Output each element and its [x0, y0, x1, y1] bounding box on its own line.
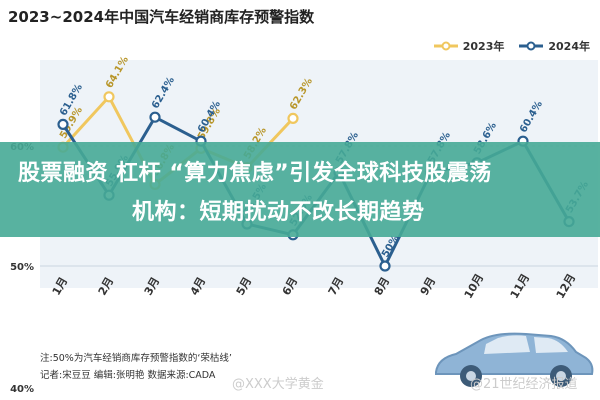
banner-subheadline[interactable]: 机构：短期扰动不改长期趋势 [132, 200, 425, 225]
legend-swatch-2023 [433, 41, 458, 51]
watermark-left: @XXX大学黄金 [232, 377, 324, 392]
note-credits: 记者:宋豆豆 编辑:张明艳 数据来源:CADA [40, 370, 216, 381]
chart-title: 2023~2024年中国汽车经销商库存预警指数 [8, 8, 315, 26]
legend-item-2023: 2023年 [433, 38, 505, 54]
legend-swatch-2024 [519, 41, 544, 51]
banner-headline[interactable]: 股票融资 杠杆 “算力焦虑”引发全球科技股震荡 [18, 161, 492, 186]
data-point [103, 91, 115, 103]
y-tick-label: 40% [10, 384, 34, 395]
note-threshold: 注:50%为汽车经销商库存预警指数的‘荣枯线’ [40, 353, 232, 364]
news-banner[interactable]: 股票融资 杠杆 “算力焦虑”引发全球科技股震荡 机构：短期扰动不改长期趋势 [0, 142, 600, 237]
data-point [287, 112, 299, 125]
data-point [57, 118, 69, 131]
legend-label-2023: 2023年 [462, 40, 505, 53]
chart-notes: 注:50%为汽车经销商库存预警指数的‘荣枯线’ 记者:宋豆豆 编辑:张明艳 数据… [40, 350, 232, 384]
watermark-right: @21世纪经济报道 [470, 377, 578, 392]
data-point [379, 260, 391, 272]
data-point [149, 111, 161, 123]
legend: 2023年 2024年 [433, 38, 590, 54]
y-tick-label: 50% [10, 262, 34, 273]
legend-item-2024: 2024年 [518, 38, 590, 54]
legend-label-2024: 2024年 [548, 40, 590, 53]
car-icon [435, 332, 594, 387]
